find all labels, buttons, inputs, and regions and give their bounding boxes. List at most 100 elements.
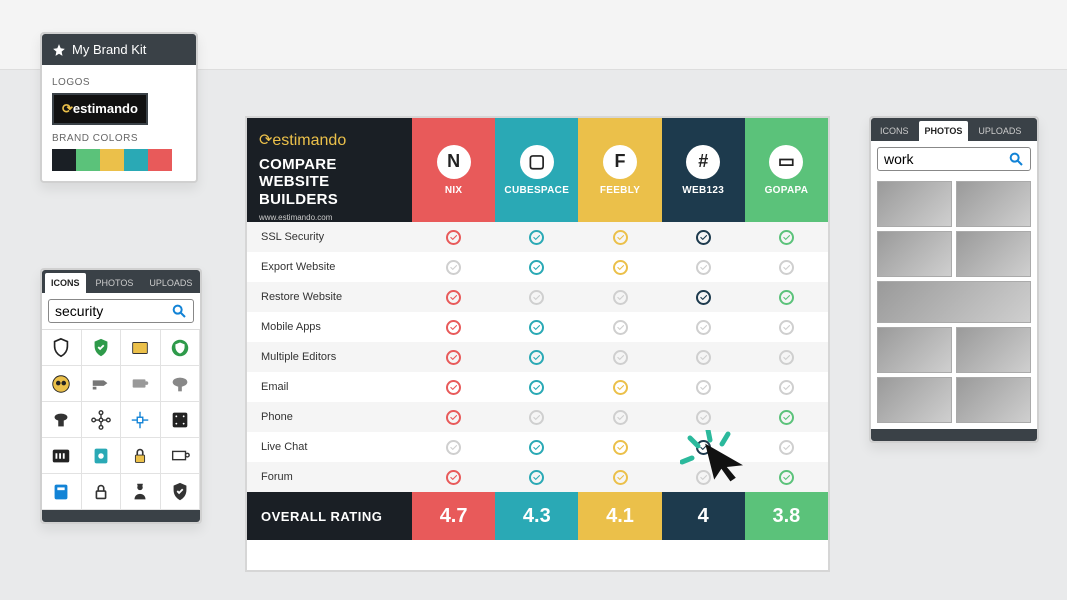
search-icon[interactable] [1008,151,1024,167]
icon-result[interactable] [82,330,122,366]
feature-cell[interactable] [745,380,828,395]
icon-result[interactable] [161,438,201,474]
icon-result[interactable] [161,366,201,402]
feature-cell[interactable] [745,230,828,245]
feature-cell[interactable] [578,290,661,305]
icon-result[interactable] [82,366,122,402]
feature-cell[interactable] [495,470,578,485]
chart-title-line: WEBSITE BUILDERS [259,173,338,207]
icons-search[interactable] [48,299,194,323]
icons-panel-tabs: ICONS PHOTOS UPLOADS [42,270,200,293]
icon-result[interactable] [161,330,201,366]
feature-cell[interactable] [578,320,661,335]
icon-result[interactable] [42,474,82,510]
tab-uploads[interactable]: UPLOADS [143,273,198,293]
photo-thumb[interactable] [877,231,952,277]
feature-label: SSL Security [247,231,412,243]
search-icon[interactable] [171,303,187,319]
feature-cell[interactable] [662,410,745,425]
icons-search-input[interactable] [55,303,171,319]
feature-label: Mobile Apps [247,321,412,333]
photo-thumb[interactable] [956,181,1031,227]
feature-cell[interactable] [662,260,745,275]
builder-column: N NIX [412,118,495,222]
feature-cell[interactable] [745,410,828,425]
photo-thumb[interactable] [877,377,952,423]
icon-result[interactable] [42,330,82,366]
feature-cell[interactable] [662,230,745,245]
feature-cell[interactable] [412,440,495,455]
feature-row: Restore Website [247,282,828,312]
feature-cell[interactable] [412,230,495,245]
feature-cell[interactable] [412,260,495,275]
icon-result[interactable] [42,366,82,402]
photo-thumb[interactable] [956,231,1031,277]
feature-cell[interactable] [412,320,495,335]
brand-swatch[interactable] [76,149,100,171]
feature-cell[interactable] [495,350,578,365]
photos-search-input[interactable] [884,151,1008,167]
feature-cell[interactable] [495,230,578,245]
tab-icons[interactable]: ICONS [874,121,915,141]
tab-uploads[interactable]: UPLOADS [972,121,1027,141]
feature-cell[interactable] [578,230,661,245]
feature-cell[interactable] [495,380,578,395]
icon-result[interactable] [121,330,161,366]
feature-cell[interactable] [745,290,828,305]
tab-photos[interactable]: PHOTOS [90,273,140,293]
photo-thumb[interactable] [877,181,952,227]
feature-cell[interactable] [412,410,495,425]
feature-cell[interactable] [412,350,495,365]
feature-cell[interactable] [578,260,661,275]
feature-cell[interactable] [578,380,661,395]
brand-logo[interactable]: ⟳estimando [52,93,148,125]
feature-cell[interactable] [412,290,495,305]
photos-search[interactable] [877,147,1031,171]
feature-cell[interactable] [745,320,828,335]
tab-photos[interactable]: PHOTOS [919,121,969,141]
brand-swatch[interactable] [52,149,76,171]
feature-cell[interactable] [662,350,745,365]
icon-result[interactable] [82,402,122,438]
feature-cell[interactable] [662,290,745,305]
brand-swatch[interactable] [100,149,124,171]
feature-cell[interactable] [662,320,745,335]
icon-result[interactable] [121,438,161,474]
brand-swatch[interactable] [148,149,172,171]
icon-result[interactable] [121,474,161,510]
feature-cell[interactable] [578,440,661,455]
feature-cell[interactable] [662,380,745,395]
photo-thumb[interactable] [877,327,952,373]
comparison-chart: ⟳estimando COMPARE WEBSITE BUILDERS www.… [245,116,830,572]
icon-result[interactable] [42,402,82,438]
photo-thumb[interactable] [877,281,1031,323]
tab-icons[interactable]: ICONS [45,273,86,293]
icon-result[interactable] [82,474,122,510]
brand-swatch[interactable] [124,149,148,171]
feature-cell[interactable] [495,320,578,335]
icon-result[interactable] [42,438,82,474]
icon-result[interactable] [121,402,161,438]
feature-cell[interactable] [662,440,745,455]
feature-cell[interactable] [412,470,495,485]
feature-cell[interactable] [745,440,828,455]
icon-result[interactable] [161,402,201,438]
feature-cell[interactable] [578,350,661,365]
feature-cell[interactable] [745,470,828,485]
feature-cell[interactable] [578,470,661,485]
feature-cell[interactable] [495,440,578,455]
feature-cell[interactable] [578,410,661,425]
photo-thumb[interactable] [956,377,1031,423]
feature-cell[interactable] [495,410,578,425]
icon-result[interactable] [161,474,201,510]
icon-result[interactable] [82,438,122,474]
photo-thumb[interactable] [956,327,1031,373]
icon-result[interactable] [121,366,161,402]
feature-cell[interactable] [745,350,828,365]
feature-cell[interactable] [662,470,745,485]
feature-cell[interactable] [495,260,578,275]
feature-cell[interactable] [745,260,828,275]
feature-cell[interactable] [495,290,578,305]
feature-cell[interactable] [412,380,495,395]
icons-grid [42,329,200,510]
